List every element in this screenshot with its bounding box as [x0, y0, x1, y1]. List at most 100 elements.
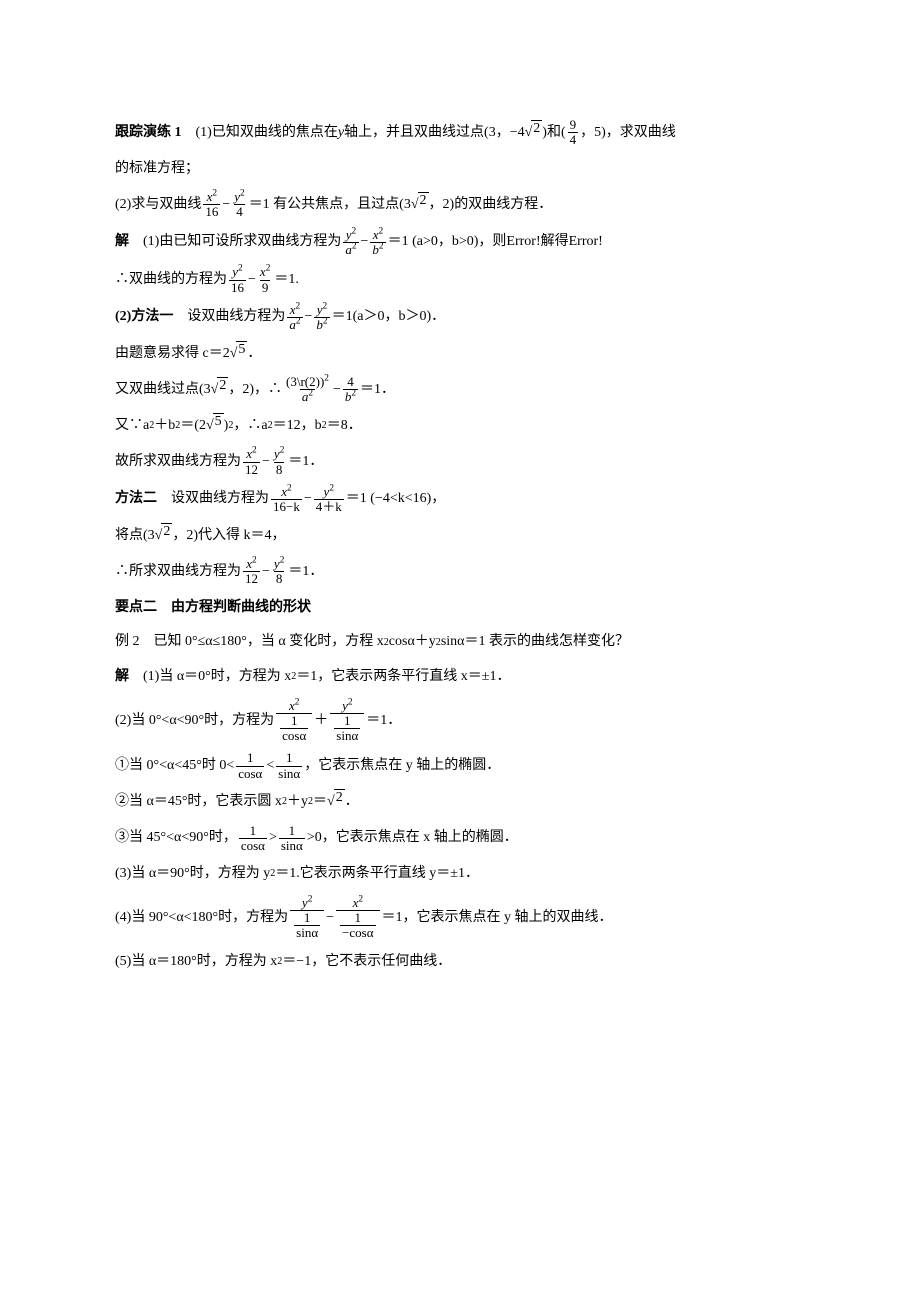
sqrt: 5 [230, 341, 248, 368]
fraction: x2 a2 [287, 303, 302, 333]
document-page: 跟踪演练 1 (1)已知双曲线的焦点在 y 轴上，并且双曲线过点(3，−4 2 … [0, 0, 920, 1043]
error-text: Error! [506, 229, 540, 256]
sqrt: 5 [206, 413, 224, 440]
text: 故所求双曲线方程为 [115, 449, 241, 476]
text: ＝1 (−4<k<16)， [346, 486, 446, 513]
fraction: y2 1 sinα [330, 699, 364, 744]
fraction: y2 4＋k [314, 485, 344, 515]
lt: < [266, 753, 274, 780]
text-line: 由题意易求得 c＝2 5 ． [115, 341, 805, 368]
text: ＝1.它表示两条平行直线 y＝±1． [275, 861, 479, 888]
text: ． [247, 341, 261, 368]
text: 由题意易求得 c＝2 [115, 341, 230, 368]
text-line: ②当 α＝45°时，它表示圆 x2 ＋y2 ＝ 2 ． [115, 789, 805, 816]
text-line: 跟踪演练 1 (1)已知双曲线的焦点在 y 轴上，并且双曲线过点(3，−4 2 … [115, 118, 805, 148]
text-line: (3)当 α＝90°时，方程为 y2 ＝1.它表示两条平行直线 y＝±1． [115, 861, 805, 888]
label: (2)方法一 [115, 304, 173, 331]
text: )和( [542, 120, 565, 147]
text: ＝1，它表示焦点在 y 轴上的双曲线． [382, 905, 613, 932]
text: (2)求与双曲线 [115, 192, 201, 219]
text: ＋y [287, 789, 308, 816]
text-line: 故所求双曲线方程为 x2 12 − y2 8 ＝1． [115, 447, 805, 477]
text: ＝1(a＞0，b＞0)． [332, 304, 446, 331]
fraction: y2 b2 [314, 303, 329, 333]
fraction: 1 sinα [334, 714, 360, 744]
text: ∴所求双曲线方程为 [115, 559, 241, 586]
sqrt: 2 [155, 523, 173, 550]
text: ＝1． [288, 559, 323, 586]
text: ①当 0°<α<45°时 0< [115, 753, 234, 780]
error-text: Error! [569, 229, 603, 256]
minus: − [361, 229, 369, 256]
sqrt: 2 [211, 377, 229, 404]
text-line: 解 (1)由已知可设所求双曲线方程为 y2 a2 − x2 b2 ＝1 (a>0… [115, 228, 805, 258]
text: (1)当 α＝0°时，方程为 x [129, 664, 291, 691]
text: ，它表示焦点在 y 轴上的椭圆． [304, 753, 500, 780]
sqrt: 2 [411, 192, 429, 219]
text: ，2)，∴ [228, 377, 282, 404]
text-line: (2)求与双曲线 x2 16 − y2 4 ＝1 有公共焦点，且过点(3 2 ，… [115, 190, 805, 220]
text: ③当 45°<α<90°时， [115, 825, 237, 852]
text: ②当 α＝45°时，它表示圆 x [115, 789, 282, 816]
fraction: x2 1 −cosα [336, 896, 379, 941]
text: ＝(2 [180, 413, 206, 440]
text-line: 解 (1)当 α＝0°时，方程为 x2 ＝1，它表示两条平行直线 x＝±1． [115, 664, 805, 691]
fraction: y2 4 [232, 190, 246, 220]
fraction: x2 9 [258, 265, 272, 295]
text-line: ①当 0°<α<45°时 0< 1 cosα < 1 sinα ，它表示焦点在 … [115, 751, 805, 781]
text-line: (2)当 0°<α<90°时，方程为 x2 1 cosα ＋ y2 1 sinα… [115, 699, 805, 744]
text: 轴上，并且双曲线过点(3，−4 [344, 120, 525, 147]
text: ，5)，求双曲线 [580, 120, 676, 147]
minus: − [326, 905, 334, 932]
text: ∴双曲线的方程为 [115, 267, 227, 294]
text: ＝1． [366, 708, 401, 735]
minus: − [222, 192, 230, 219]
text: ＝ [313, 789, 327, 816]
text-line: ③当 45°<α<90°时， 1 cosα > 1 sinα >0，它表示焦点在… [115, 824, 805, 854]
fraction: y2 8 [272, 557, 286, 587]
label: 解 [115, 664, 129, 691]
text: ，2)代入得 k＝4， [172, 523, 285, 550]
text: ． [345, 789, 359, 816]
minus: − [248, 267, 256, 294]
text: ＝−1，它不表示任何曲线． [282, 949, 451, 976]
text: 设双曲线方程为 [157, 486, 269, 513]
text-line: 方法二 设双曲线方程为 x2 16−k − y2 4＋k ＝1 (−4<k<16… [115, 485, 805, 515]
sqrt: 2 [525, 120, 543, 147]
text: (3)当 α＝90°时，方程为 y [115, 861, 270, 888]
section-heading: 要点二 由方程判断曲线的形状 [115, 595, 805, 622]
text: ＝1． [360, 377, 395, 404]
text: ＝1 (a>0，b>0)，则 [388, 229, 507, 256]
fraction: x2 12 [243, 447, 260, 477]
fraction: 1 −cosα [340, 911, 375, 941]
text-line: ∴所求双曲线方程为 x2 12 − y2 8 ＝1． [115, 557, 805, 587]
fraction: 1 cosα [280, 714, 308, 744]
minus: − [305, 304, 313, 331]
text: ＝12，b [273, 413, 322, 440]
fraction: x2 16−k [271, 485, 302, 515]
text: (1)由已知可设所求双曲线方程为 [129, 229, 341, 256]
text: ＝1 有公共焦点，且过点(3 [249, 192, 411, 219]
fraction: y2 a2 [343, 228, 358, 258]
fraction: 4 b2 [343, 375, 358, 405]
text: 的标准方程； [115, 156, 199, 183]
fraction: 1 sinα [294, 911, 320, 941]
text: 又∵a [115, 413, 149, 440]
text-line: (4)当 90°<α<180°时，方程为 y2 1 sinα − x2 1 −c… [115, 896, 805, 941]
fraction: y2 8 [272, 447, 286, 477]
sqrt: 2 [327, 789, 345, 816]
text-line: (2)方法一 设双曲线方程为 x2 a2 − y2 b2 ＝1(a＞0，b＞0)… [115, 303, 805, 333]
text-line: 的标准方程； [115, 156, 805, 183]
fraction: y2 16 [229, 265, 246, 295]
text: ＝8． [327, 413, 362, 440]
fraction: x2 1 cosα [276, 699, 312, 744]
text: ＝1，它表示两条平行直线 x＝±1． [296, 664, 510, 691]
minus: − [304, 486, 312, 513]
text: ，2)的双曲线方程． [429, 192, 553, 219]
gt: > [269, 825, 277, 852]
text-line: 又双曲线过点(3 2 ，2)，∴ (3\r(2))2 a2 − 4 b2 ＝1． [115, 375, 805, 405]
text: ＝1. [274, 267, 299, 294]
plus: ＋ [314, 708, 328, 735]
text: ，∴a [233, 413, 267, 440]
text: 又双曲线过点(3 [115, 377, 211, 404]
